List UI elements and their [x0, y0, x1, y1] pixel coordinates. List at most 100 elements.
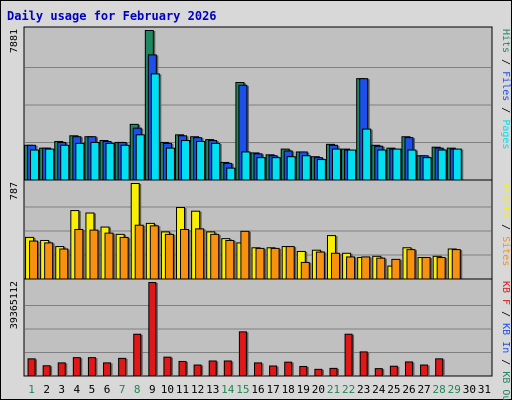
legend-separator: /	[500, 53, 511, 71]
chart-panel-1: 7881 Hits / Files / Pages	[9, 26, 511, 181]
x-tick-label-day-30: 30	[463, 383, 476, 396]
bars-2	[25, 183, 463, 280]
sites-bar-day-13	[210, 233, 220, 280]
legend-text: KB F / KB In / KB Out	[500, 281, 511, 400]
sites-bar-day-4	[74, 228, 84, 280]
x-tick-label-day-23: 23	[357, 383, 370, 396]
x-tick-label-day-3: 3	[58, 383, 65, 396]
bars-1	[24, 30, 464, 181]
sites-bar-day-23	[361, 256, 371, 280]
sites-bar-day-19	[300, 261, 310, 280]
kb-bar-day-20	[314, 368, 323, 377]
x-tick-label-day-12: 12	[191, 383, 204, 396]
pages-bar-day-13	[211, 142, 221, 181]
legend-item-kb-in: KB In	[500, 323, 511, 353]
sites-bar-day-14	[225, 239, 235, 280]
x-tick-label-day-11: 11	[176, 383, 189, 396]
chart-title: Daily usage for February 2026	[7, 9, 217, 23]
legend-item-files: Files	[500, 71, 511, 101]
legend-item-sites: Sites	[500, 236, 511, 266]
sites-bar-day-11	[180, 228, 190, 280]
sites-bar-day-25	[391, 258, 401, 280]
pages-bar-day-9	[150, 73, 160, 181]
legend-separator: /	[500, 353, 511, 371]
sites-bar-day-1	[29, 240, 39, 280]
x-tick-label-day-15: 15	[236, 383, 249, 396]
sites-bar-day-8	[134, 224, 144, 280]
pages-bar-day-14	[226, 167, 236, 181]
legend-text: Hits / Files / Pages	[500, 29, 511, 149]
kb-bar-day-11	[178, 360, 187, 377]
x-tick-label-day-17: 17	[266, 383, 279, 396]
legend-item-kb-out: KB Out	[500, 371, 511, 400]
legend-text: Visits / Sites	[500, 182, 511, 266]
sites-bar-day-6	[104, 232, 114, 280]
pages-bar-day-21	[331, 148, 341, 181]
pages-bar-day-1	[30, 149, 40, 181]
sites-bar-day-3	[59, 248, 69, 280]
kb-bar-day-16	[254, 362, 262, 377]
legend-item-visits: Visits	[500, 182, 511, 218]
kb-bar-day-21	[329, 367, 338, 377]
legend-item-pages: Pages	[500, 119, 511, 149]
kb-bar-day-18	[284, 361, 293, 377]
x-tick-label-day-18: 18	[282, 383, 295, 396]
x-tick-label-day-24: 24	[372, 383, 386, 396]
x-tick-label-day-13: 13	[206, 383, 219, 396]
sites-bar-day-17	[270, 247, 280, 280]
x-tick-label-day-1: 1	[28, 383, 35, 396]
x-tick-label-day-19: 19	[297, 383, 310, 396]
pages-bar-day-15	[241, 151, 251, 181]
kb-bar-day-6	[103, 362, 112, 377]
x-tick-label-day-28: 28	[433, 383, 446, 396]
pages-bar-day-12	[196, 140, 206, 181]
sites-bar-day-21	[330, 252, 340, 280]
sites-bar-day-24	[376, 257, 386, 280]
pages-bar-day-16	[256, 157, 266, 181]
kb-bar-day-19	[299, 365, 308, 377]
kb-bar-day-8	[133, 333, 142, 377]
pages-bar-day-29	[452, 148, 462, 181]
x-tick-label-day-21: 21	[327, 383, 340, 396]
kb-bar-day-2	[42, 365, 51, 377]
kb-bar-day-27	[420, 364, 429, 377]
pages-bar-day-7	[120, 144, 130, 181]
x-tick-label-day-9: 9	[149, 383, 156, 396]
x-tick-label-day-5: 5	[89, 383, 96, 396]
sites-bar-day-22	[346, 256, 356, 280]
day-axis-labels: 1 2 3 4 5 6 7 8 9 10 11 12 13 14 15 16 17 18 19 20 21 22 23 24 2…	[28, 383, 491, 396]
x-tick-label-day-26: 26	[402, 383, 415, 396]
sites-bar-day-20	[315, 251, 325, 280]
x-tick-label-day-22: 22	[342, 383, 355, 396]
pages-bar-day-27	[422, 157, 432, 181]
pages-bar-day-4	[75, 142, 85, 181]
kb-bar-day-10	[163, 356, 172, 377]
sites-bar-day-15	[240, 230, 250, 280]
plot-area	[23, 278, 493, 377]
sites-bar-day-16	[255, 247, 265, 280]
chart-panel-3: 39365112 KB F / KB In / KB Out	[9, 278, 511, 400]
pages-bar-day-28	[437, 149, 447, 181]
sites-bar-day-10	[164, 233, 174, 280]
legend-item-kb-f: KB F	[500, 281, 511, 305]
kb-bar-day-1	[27, 358, 36, 377]
legend-item-hits: Hits	[500, 29, 511, 53]
x-tick-label-day-29: 29	[448, 383, 461, 396]
pages-bar-day-24	[377, 149, 387, 181]
sites-bar-day-29	[451, 249, 461, 280]
pages-bar-day-20	[316, 159, 326, 181]
kb-bar-day-15	[238, 331, 247, 377]
pages-bar-day-26	[407, 149, 417, 181]
kb-bar-day-14	[223, 360, 232, 377]
kb-bar-day-17	[269, 365, 278, 377]
sites-bar-day-5	[89, 229, 99, 280]
pages-bar-day-23	[362, 128, 372, 181]
x-tick-label-day-16: 16	[251, 383, 264, 396]
pages-bar-day-5	[90, 141, 100, 181]
x-tick-label-day-6: 6	[104, 383, 111, 396]
kb-bar-day-25	[389, 365, 398, 377]
pages-bar-day-25	[392, 148, 402, 181]
kb-bar-day-5	[87, 357, 96, 377]
kb-bar-day-23	[359, 351, 368, 377]
sites-bar-day-26	[406, 249, 416, 280]
